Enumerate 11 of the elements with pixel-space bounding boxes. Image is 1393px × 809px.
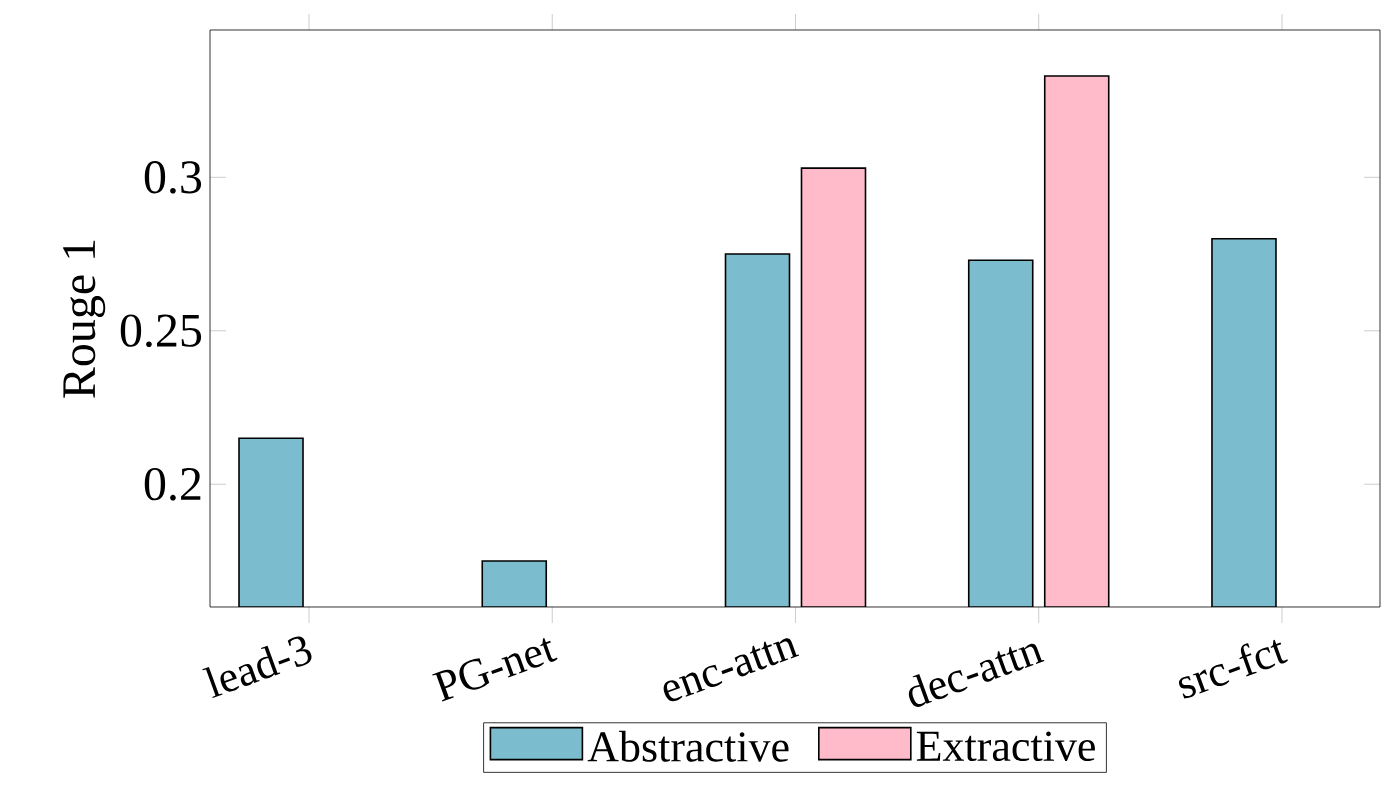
legend-label: Extractive xyxy=(916,731,1095,762)
x-tick-label: dec-attn xyxy=(908,643,1045,707)
x-tick-label: PG-net xyxy=(432,638,558,702)
x-tick-label: lead-3 xyxy=(202,636,312,699)
y-axis-title: Rouge 1 xyxy=(63,240,106,398)
y-tick-label: 0.2 xyxy=(144,467,201,501)
x-tick-label: src-fct xyxy=(1178,639,1288,699)
x-tick-label: enc-attn xyxy=(663,638,800,702)
legend-label: Abstractive xyxy=(587,730,789,762)
y-tick-label: 0.3 xyxy=(144,161,202,194)
y-tick-label: 0.25 xyxy=(120,314,202,348)
